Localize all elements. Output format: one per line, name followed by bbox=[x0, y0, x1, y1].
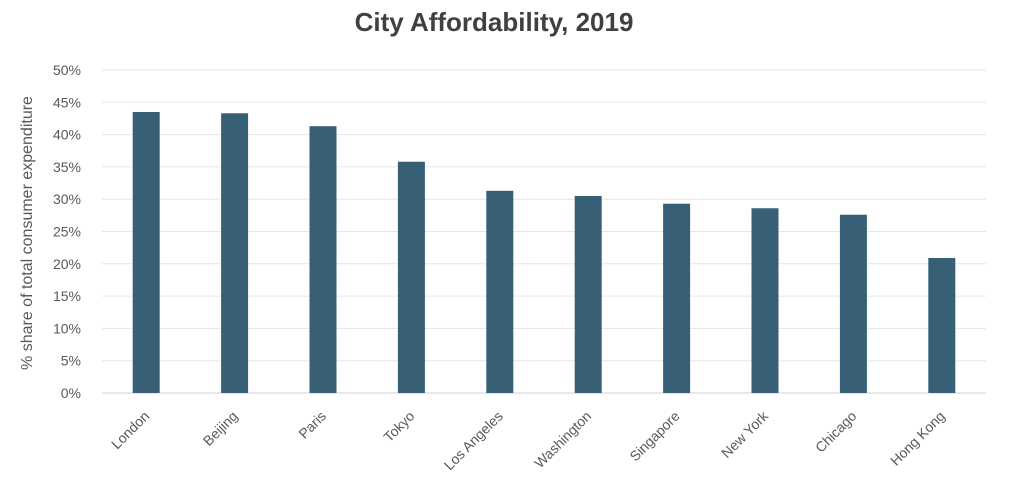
x-category-label: New York bbox=[718, 407, 772, 461]
bar-singapore bbox=[663, 203, 691, 393]
y-axis-ticks: 0% 5% 10% 15% 20% 25% 30% 35% 40% 45% 50% bbox=[53, 62, 81, 401]
y-tick-label: 0% bbox=[61, 385, 81, 401]
y-tick-label: 25% bbox=[53, 224, 81, 240]
x-category-label: Tokyo bbox=[380, 408, 417, 445]
x-category-label: Los Angeles bbox=[441, 408, 506, 473]
x-category-label: Chicago bbox=[812, 408, 860, 456]
x-axis-categories: London Beijing Paris Tokyo Los Angeles Washin… bbox=[108, 407, 948, 473]
y-tick-label: 45% bbox=[53, 94, 81, 110]
y-tick-label: 15% bbox=[53, 288, 81, 304]
bar-london bbox=[132, 111, 160, 394]
y-tick-label: 50% bbox=[53, 62, 81, 78]
x-category-label: Washington bbox=[531, 408, 594, 471]
bar-tokyo bbox=[397, 161, 425, 393]
bar-beijing bbox=[221, 113, 249, 394]
bar-new-york bbox=[751, 208, 779, 393]
x-category-label: Beijing bbox=[200, 408, 241, 449]
y-axis-label: % share of total consumer expenditure bbox=[19, 96, 36, 370]
bar-paris bbox=[309, 126, 337, 394]
y-tick-label: 40% bbox=[53, 127, 81, 143]
bar-los-angeles bbox=[486, 190, 514, 393]
y-tick-label: 20% bbox=[53, 256, 81, 272]
y-tick-label: 10% bbox=[53, 320, 81, 336]
chart-title: City Affordability, 2019 bbox=[355, 7, 634, 37]
bar-hong-kong bbox=[928, 257, 956, 393]
y-tick-label: 30% bbox=[53, 191, 81, 207]
y-tick-label: 5% bbox=[61, 353, 81, 369]
bar-washington bbox=[574, 195, 602, 393]
x-category-label: Singapore bbox=[626, 408, 683, 465]
bar-chicago bbox=[839, 214, 867, 393]
x-category-label: Hong Kong bbox=[887, 408, 948, 469]
y-tick-label: 35% bbox=[53, 159, 81, 175]
gridlines bbox=[102, 69, 986, 394]
x-category-label: London bbox=[108, 408, 152, 452]
bars bbox=[132, 111, 956, 394]
x-category-label: Paris bbox=[295, 408, 329, 442]
